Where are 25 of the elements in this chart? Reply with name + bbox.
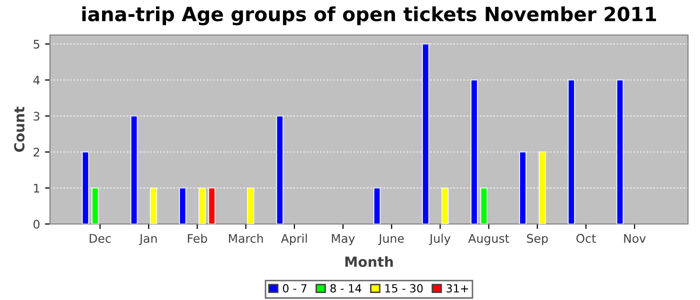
x-tick-label: Jan	[138, 234, 157, 246]
legend-label: 8 - 14	[330, 284, 362, 293]
x-tick-label: July	[428, 234, 450, 246]
x-tick-label: Nov	[624, 234, 646, 243]
legend-label: 31+	[446, 284, 468, 293]
y-tick-label: 3	[34, 112, 40, 121]
x-tick-label: May	[332, 234, 355, 246]
x-tick-label: Sep	[527, 234, 548, 246]
y-tick-label: 1	[34, 184, 40, 192]
legend-label: 0 - 7	[282, 284, 306, 293]
y-tick-label: 4	[33, 76, 40, 84]
x-tick-label: April	[281, 234, 307, 246]
x-tick-label: Dec	[90, 234, 111, 243]
chart-title: iana-trip Age groups of open tickets November 2011	[82, 6, 656, 26]
y-tick-label: 5	[34, 40, 40, 49]
x-tick-label: Feb	[188, 234, 208, 243]
legend-label: 15 - 30	[385, 284, 423, 293]
y-tick-label: 2	[34, 148, 40, 156]
x-tick-label: June	[378, 234, 404, 246]
x-tick-label: August	[468, 234, 510, 246]
y-axis-title: Count	[14, 106, 25, 152]
y-tick-label: 0	[34, 220, 40, 229]
x-tick-label: March	[228, 234, 263, 243]
x-tick-label: Oct	[576, 234, 596, 243]
x-axis-title: Month	[345, 256, 393, 268]
